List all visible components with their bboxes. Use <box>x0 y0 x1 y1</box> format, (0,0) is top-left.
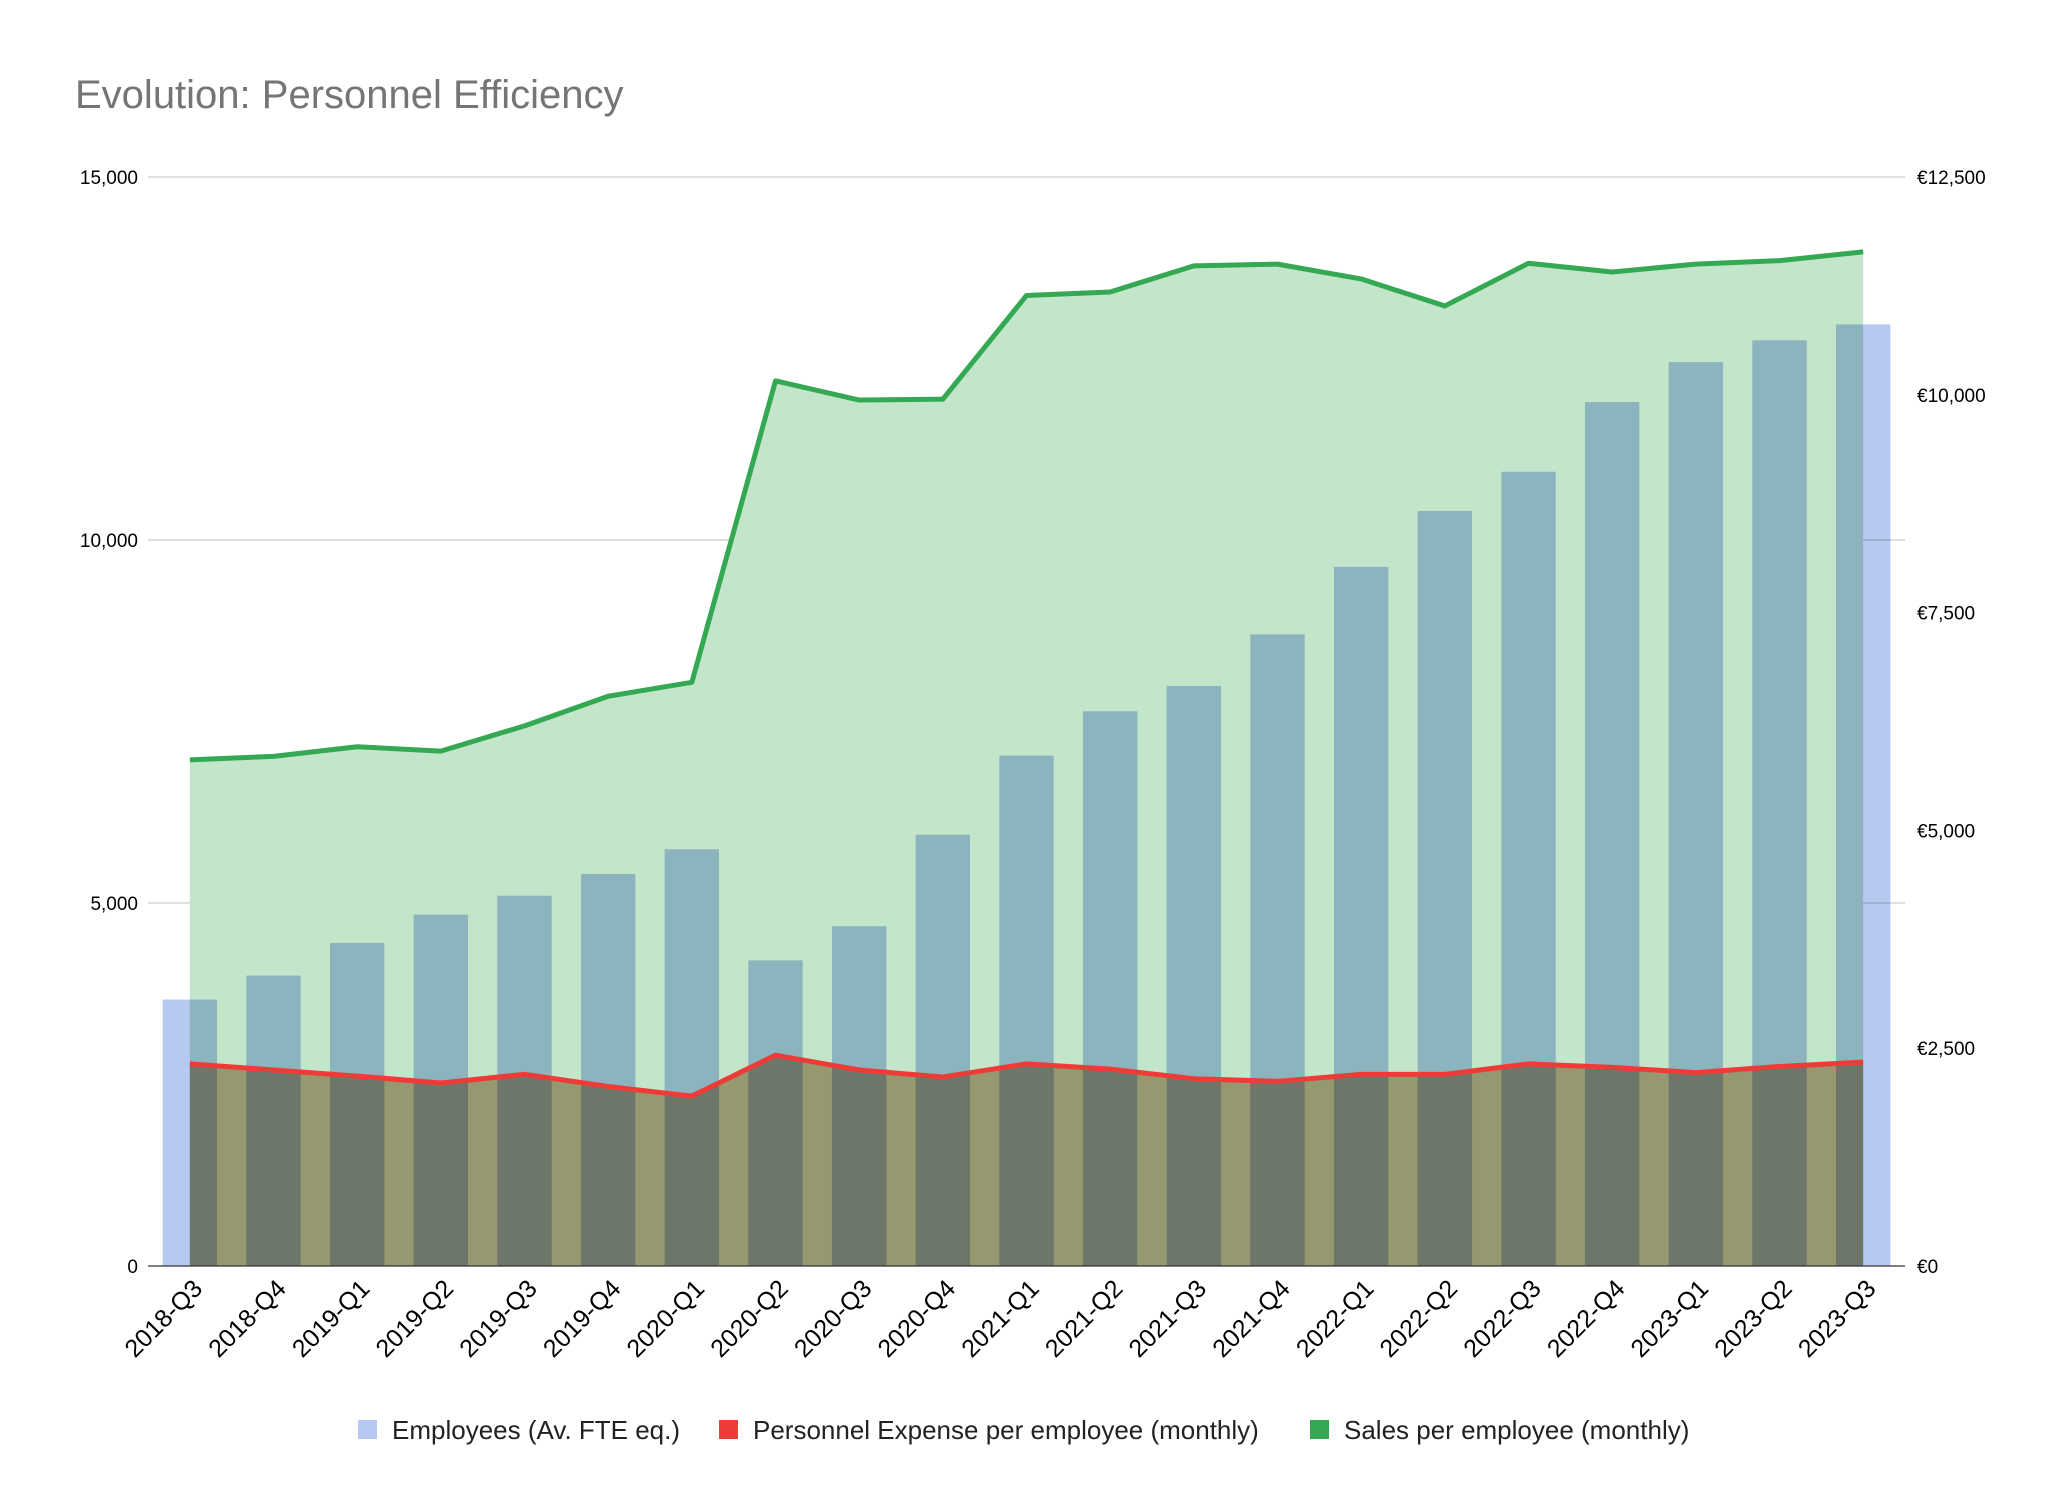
x-tick-label: 2021-Q2 <box>1040 1274 1129 1363</box>
right-tick-label: €5,000 <box>1917 821 1975 842</box>
chart-title: Evolution: Personnel Efficiency <box>75 73 623 117</box>
x-tick-label: 2022-Q1 <box>1291 1274 1380 1363</box>
right-tick-label: €0 <box>1917 1257 1938 1278</box>
x-tick-label: 2020-Q1 <box>621 1274 710 1363</box>
right-tick-label: €12,500 <box>1917 168 1986 189</box>
left-tick-label: 15,000 <box>80 168 138 189</box>
x-tick-label: 2020-Q3 <box>789 1274 878 1363</box>
x-tick-label: 2019-Q2 <box>370 1274 459 1363</box>
expense-area-fill <box>189 1055 1864 1266</box>
legend-label: Personnel Expense per employee (monthly) <box>753 1415 1259 1445</box>
series-line-sales <box>189 249 1864 763</box>
legend-swatch <box>719 1420 738 1439</box>
right-axis-ticks: €0 €2,500 €5,000 €7,500 €10,000 €12,500 <box>1917 168 1986 1278</box>
x-tick-label: 2019-Q4 <box>538 1274 627 1363</box>
x-axis-ticks: 2018-Q32018-Q42019-Q12019-Q22019-Q32019-… <box>119 1274 1881 1363</box>
x-tick-label: 2018-Q3 <box>119 1274 208 1363</box>
x-tick-label: 2023-Q2 <box>1709 1274 1798 1363</box>
x-tick-label: 2022-Q4 <box>1542 1274 1631 1363</box>
legend-label: Sales per employee (monthly) <box>1344 1415 1689 1445</box>
legend-swatch <box>358 1420 377 1439</box>
legend: Employees (Av. FTE eq.) Personnel Expense… <box>358 1415 1689 1445</box>
left-tick-label: 5,000 <box>90 894 138 915</box>
x-tick-label: 2023-Q3 <box>1793 1274 1882 1363</box>
legend-label: Employees (Av. FTE eq.) <box>392 1415 680 1445</box>
x-tick-label: 2023-Q1 <box>1625 1274 1714 1363</box>
x-tick-label: 2021-Q3 <box>1123 1274 1212 1363</box>
x-tick-label: 2021-Q4 <box>1207 1274 1296 1363</box>
x-tick-label: 2021-Q1 <box>956 1274 1045 1363</box>
expense-area <box>189 1055 1864 1266</box>
left-tick-label: 0 <box>127 1257 138 1278</box>
x-tick-label: 2020-Q4 <box>872 1274 961 1363</box>
right-tick-label: €2,500 <box>1917 1039 1975 1060</box>
x-tick-label: 2022-Q3 <box>1458 1274 1547 1363</box>
x-tick-label: 2019-Q3 <box>454 1274 543 1363</box>
legend-swatch <box>1310 1420 1329 1439</box>
x-tick-label: 2019-Q1 <box>287 1274 376 1363</box>
x-tick-label: 2020-Q2 <box>705 1274 794 1363</box>
series-line-expense <box>189 1052 1864 1099</box>
left-axis-ticks: 0 5,000 10,000 15,000 <box>80 168 138 1278</box>
right-tick-label: €10,000 <box>1917 386 1986 407</box>
left-tick-label: 10,000 <box>80 531 138 552</box>
series-lines <box>189 249 1864 1099</box>
right-tick-label: €7,500 <box>1917 604 1975 625</box>
x-tick-label: 2018-Q4 <box>203 1274 292 1363</box>
x-tick-label: 2022-Q2 <box>1374 1274 1463 1363</box>
